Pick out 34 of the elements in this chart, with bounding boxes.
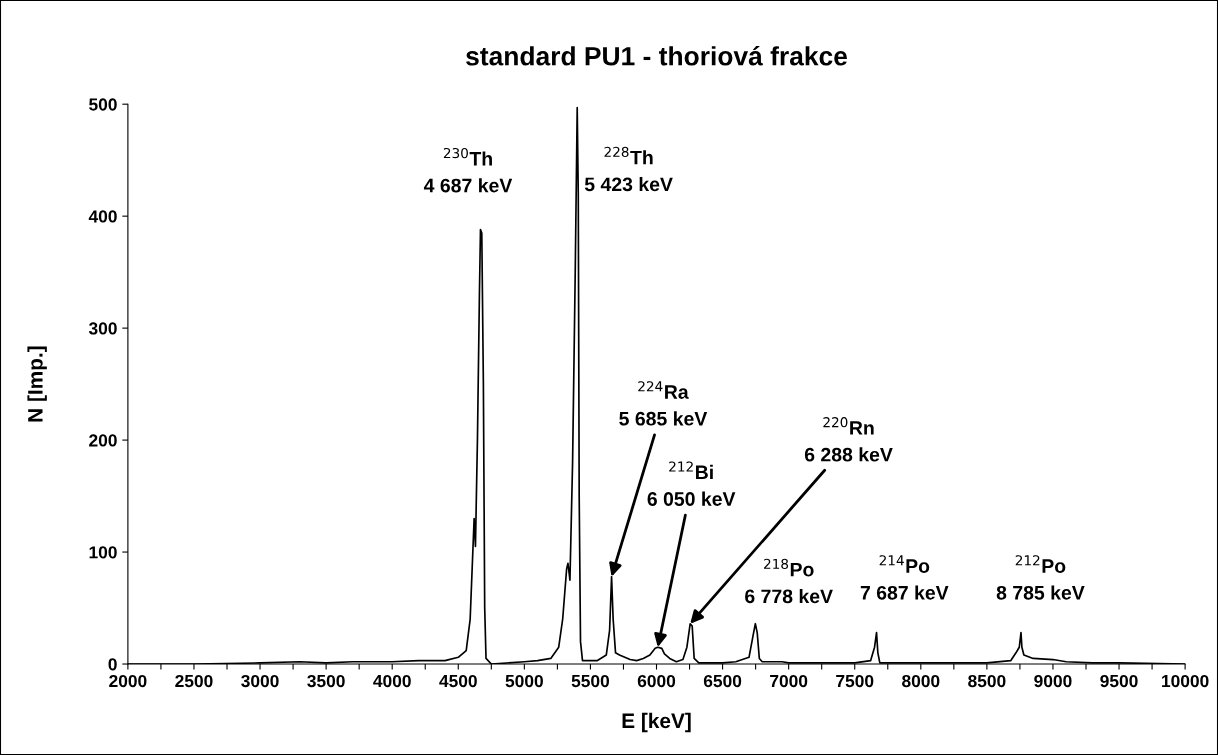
y-axis-title: N [Imp.] xyxy=(27,346,47,422)
annotation: $^{212}$Po 8 785 keV xyxy=(996,555,1085,600)
x-tick-label: 4000 xyxy=(373,674,411,688)
x-tick-label: 8000 xyxy=(902,674,940,688)
x-tick-label: 5000 xyxy=(505,674,543,688)
annotation: $^{218}$Po 6 778 keV xyxy=(745,558,833,604)
x-tick-label: 9000 xyxy=(1034,674,1072,688)
x-tick-label: 9500 xyxy=(1100,674,1138,688)
y-tick-label: 400 xyxy=(88,210,117,223)
x-tick-label: 2500 xyxy=(175,674,213,688)
x-tick-label: 5500 xyxy=(571,674,610,688)
chart-title: standard PU1 - thoriová frakce xyxy=(466,45,847,66)
y-tick-label: 500 xyxy=(89,98,117,111)
x-tick-label: 3500 xyxy=(307,674,345,688)
x-tick-label: 3000 xyxy=(241,674,279,688)
x-tick-label: 8500 xyxy=(968,674,1006,688)
x-axis-title: E [keV] xyxy=(622,712,691,733)
x-tick-label: 6000 xyxy=(637,674,676,688)
x-tick-label: 6500 xyxy=(703,674,742,688)
x-tick-label: 2000 xyxy=(109,674,147,688)
x-tick-label: 7000 xyxy=(770,674,808,688)
annotation: $^{220}$Rn 6 288 keV xyxy=(804,417,893,462)
annotation: $^{224}$Ra 5 685 keV xyxy=(619,381,708,426)
annotation: $^{212}$Bi 6 050 keV xyxy=(647,461,736,506)
y-tick-label: 0 xyxy=(108,658,117,671)
y-tick-label: 300 xyxy=(88,322,117,335)
x-tick-label: 10000 xyxy=(1162,674,1209,688)
annotation: $^{230}$Th 4 687 keV xyxy=(423,147,513,193)
x-tick-label: 4500 xyxy=(439,674,477,688)
annotation: $^{228}$Th 5 423 keV xyxy=(584,146,673,192)
y-tick-label: 100 xyxy=(89,546,117,559)
annotation: $^{214}$Po 7 687 keV xyxy=(860,555,949,600)
x-tick-label: 7500 xyxy=(836,674,874,688)
y-tick-label: 200 xyxy=(89,434,117,447)
